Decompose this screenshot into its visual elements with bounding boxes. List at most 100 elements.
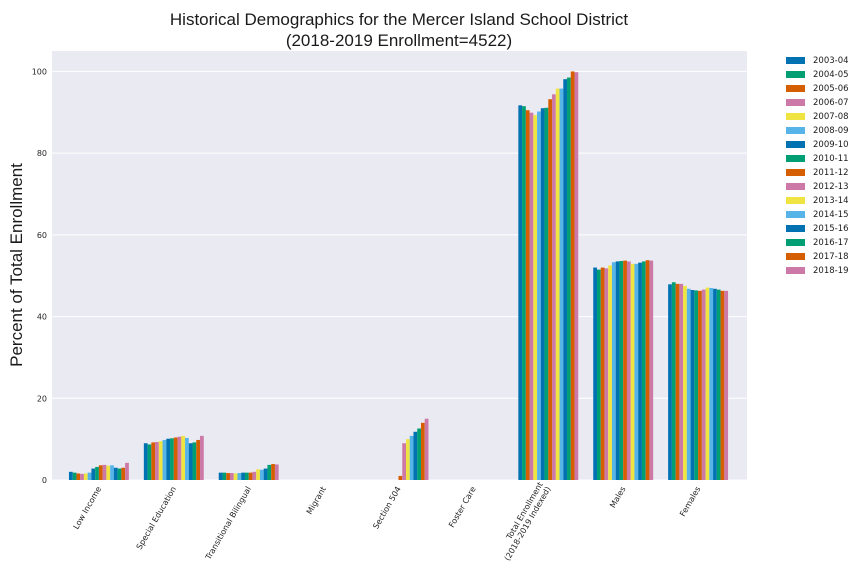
legend-label: 2009-10 (813, 140, 849, 150)
legend-swatch (786, 183, 805, 190)
bar (600, 267, 605, 480)
bar (574, 72, 579, 480)
bar (548, 99, 553, 480)
chart-subtitle: (2018-2019 Enrollment=4522) (286, 31, 512, 50)
bar (155, 442, 159, 480)
x-tick: Migrant (305, 485, 328, 516)
bar (555, 88, 560, 481)
bar (630, 263, 635, 480)
bar (229, 473, 234, 480)
legend-label: 2015-16 (813, 224, 849, 234)
bar (200, 435, 204, 480)
bar (170, 438, 174, 480)
bar (95, 466, 99, 480)
bar (611, 262, 616, 480)
bar (641, 261, 646, 480)
bar (72, 472, 77, 480)
bar (143, 443, 148, 480)
bar (694, 290, 699, 480)
x-tick-label: Foster Care (447, 485, 478, 529)
bar (570, 71, 575, 480)
bar (671, 282, 676, 480)
bar (173, 437, 178, 480)
bar (540, 108, 545, 480)
legend-label: 2012-13 (813, 182, 849, 192)
bar (218, 472, 223, 480)
bar (604, 268, 609, 480)
bar (402, 443, 406, 480)
bar (698, 290, 702, 480)
legend-label: 2007-08 (813, 112, 849, 122)
x-tick-label: Migrant (305, 485, 328, 516)
x-tick: Males (608, 485, 627, 510)
legend-label: 2010-11 (813, 154, 849, 164)
y-tick-label: 0 (42, 476, 47, 485)
bar (252, 471, 257, 480)
x-tick: Section 504 (371, 485, 403, 531)
bar (237, 473, 242, 480)
bar (724, 290, 729, 480)
bar (417, 428, 421, 480)
legend-label: 2017-18 (813, 252, 849, 262)
legend-swatch (786, 141, 805, 148)
bar (593, 267, 597, 480)
bar (720, 290, 725, 480)
legend-swatch (786, 71, 805, 78)
bar (398, 475, 403, 480)
bar (106, 465, 111, 480)
bar (222, 472, 227, 480)
legend-label: 2018-19 (813, 266, 849, 276)
bar (87, 472, 92, 480)
bar (615, 261, 620, 480)
legend-swatch (786, 169, 805, 176)
bar (271, 464, 275, 480)
y-tick-label: 100 (32, 67, 47, 76)
bar (525, 110, 530, 480)
bar (596, 269, 601, 480)
bar (162, 439, 167, 480)
bar (98, 465, 103, 480)
bar (68, 471, 73, 480)
bar (522, 106, 526, 481)
bar (267, 464, 272, 480)
bar (563, 79, 568, 480)
bar (196, 439, 201, 480)
legend-label: 2004-05 (813, 70, 849, 80)
bar (679, 283, 684, 480)
bar (690, 290, 695, 480)
bar (233, 473, 238, 480)
bar (649, 260, 654, 480)
bar (537, 111, 541, 481)
legend-label: 2013-14 (813, 196, 849, 206)
bar (559, 88, 564, 481)
x-tick: Total Enrollment(2018-2019 Indexed) (503, 481, 553, 563)
bar (192, 442, 197, 480)
legend-swatch (786, 127, 805, 134)
x-tick: Foster Care (447, 485, 478, 529)
y-axis-label: Percent of Total Enrollment (7, 163, 26, 367)
legend-label: 2016-17 (813, 238, 849, 248)
bar (420, 422, 425, 480)
bar (102, 464, 107, 480)
legend: 2003-04 2004-05 2005-06 2006-07 2007-08 2008-… (786, 56, 849, 276)
bar (634, 263, 639, 480)
bar (701, 289, 706, 480)
legend-label: 2014-15 (813, 210, 849, 220)
bar (413, 431, 418, 480)
bar (567, 77, 571, 481)
bar (147, 444, 152, 480)
bar (241, 472, 245, 480)
legend-swatch (786, 225, 805, 232)
bar (244, 472, 249, 480)
bar (638, 262, 642, 480)
bar (608, 265, 612, 480)
bar (645, 260, 650, 480)
legend-label: 2011-12 (813, 168, 849, 178)
x-tick: Transitional Bilingual (203, 485, 253, 562)
bar (405, 439, 410, 480)
bar (117, 468, 122, 480)
x-tick: Females (678, 485, 702, 518)
legend-swatch (786, 155, 805, 162)
bar (113, 467, 118, 480)
